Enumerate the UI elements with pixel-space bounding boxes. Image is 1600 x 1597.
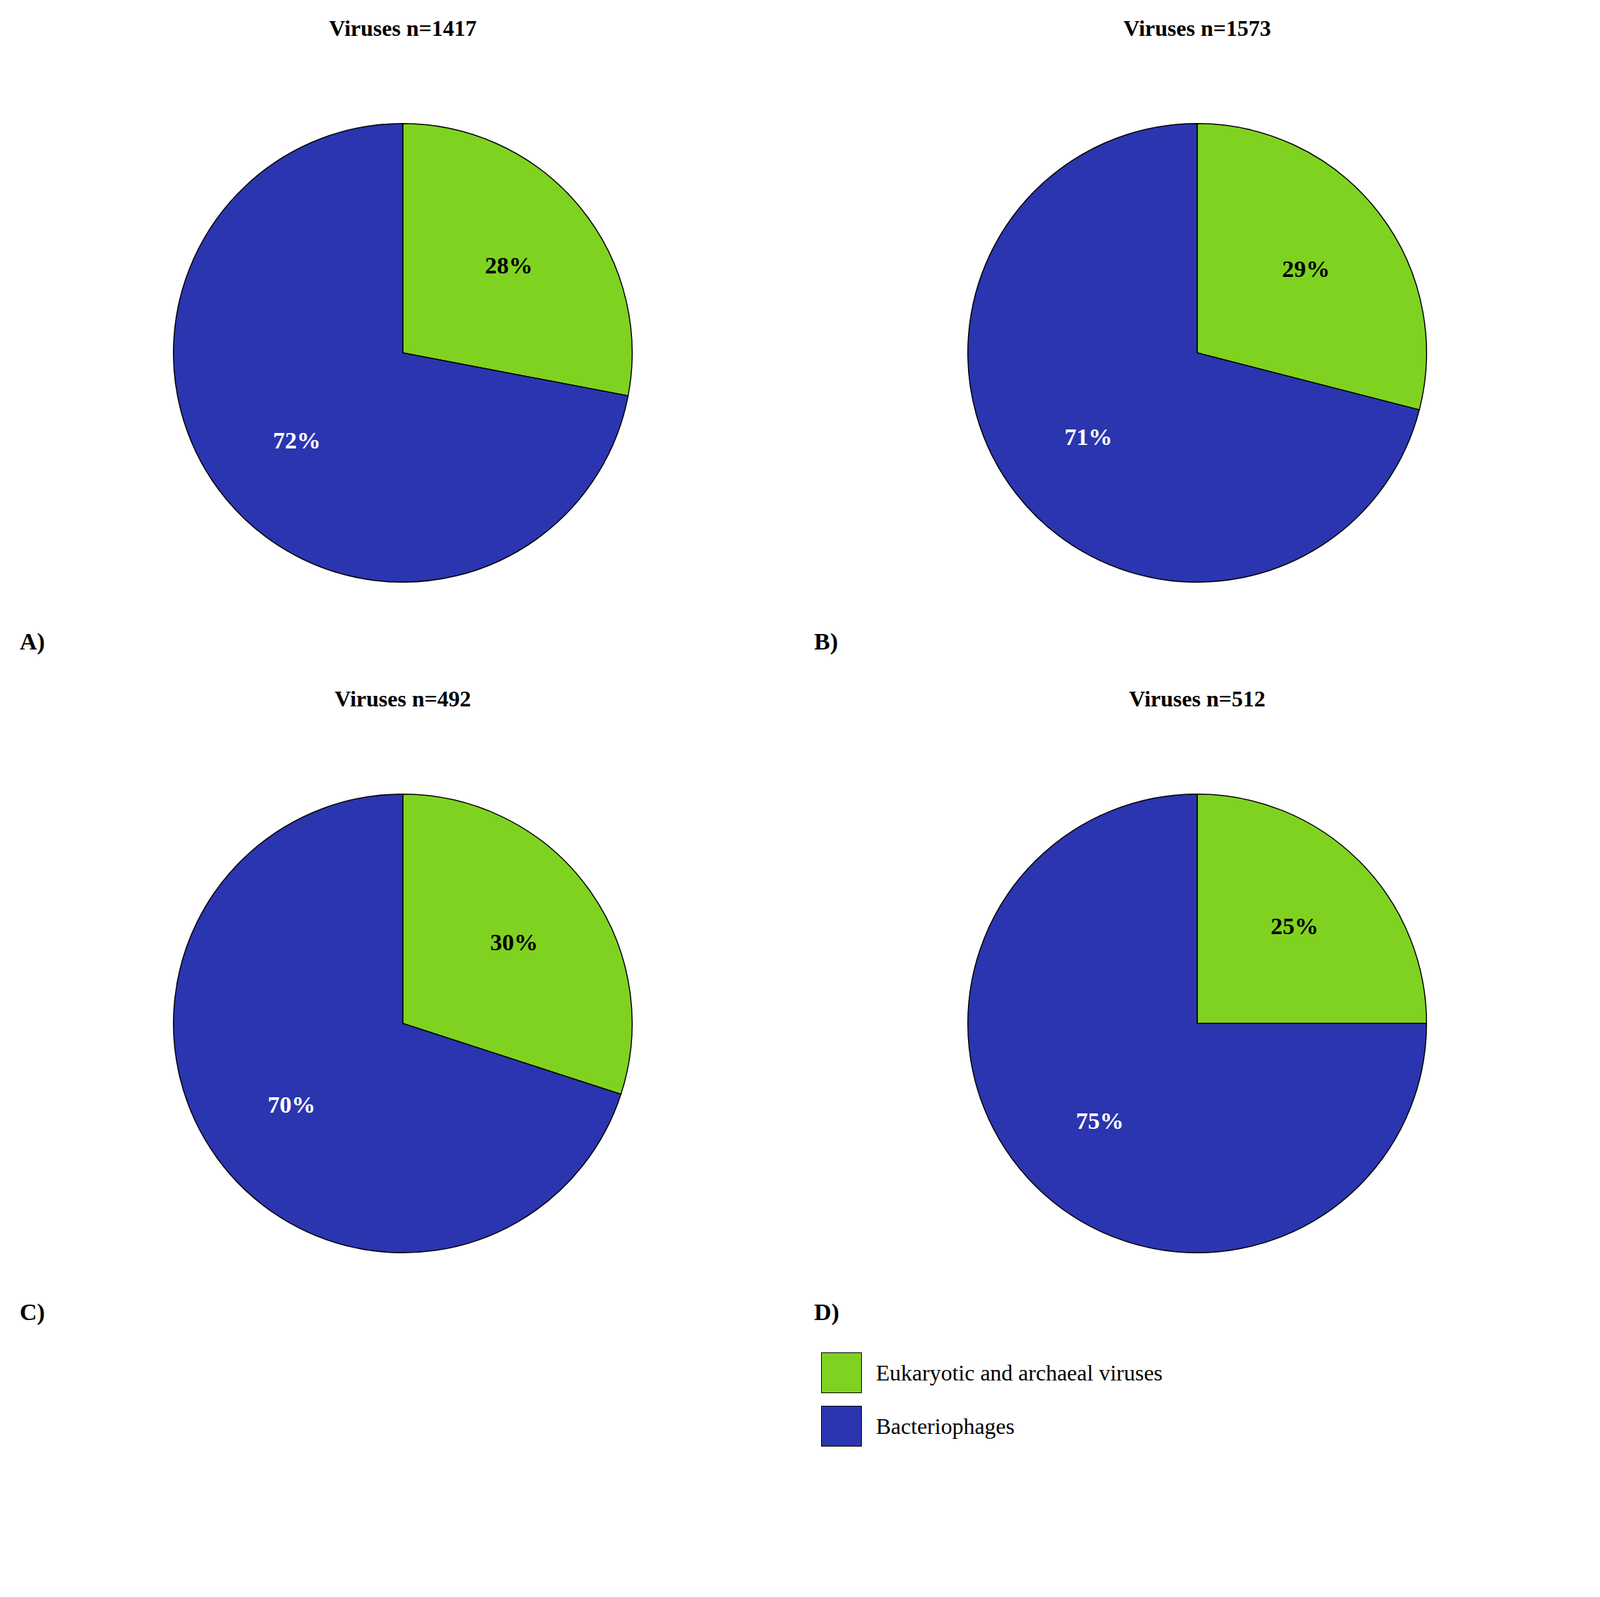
svg-text:72%: 72% bbox=[272, 427, 321, 454]
html-text:Viruses n=492: Viruses n=492 bbox=[334, 686, 472, 712]
svg-text:29%: 29% bbox=[1282, 255, 1331, 282]
html-text:D): D) bbox=[814, 1299, 840, 1326]
html-text:Viruses n=1417: Viruses n=1417 bbox=[328, 15, 477, 41]
svg-text:70%: 70% bbox=[267, 1091, 316, 1118]
html-text:Bacteriophages: Bacteriophages bbox=[875, 1413, 1015, 1439]
html-text:C): C) bbox=[19, 1299, 45, 1326]
html-text:Eukaryotic and archaeal viruse: Eukaryotic and archaeal viruses bbox=[875, 1359, 1163, 1386]
html-text:Viruses n=512: Viruses n=512 bbox=[1128, 686, 1266, 712]
html-text:A): A) bbox=[19, 628, 45, 655]
svg-text:71%: 71% bbox=[1064, 423, 1113, 450]
svg-text:30%: 30% bbox=[489, 929, 538, 956]
html-text:Viruses n=1573: Viruses n=1573 bbox=[1123, 15, 1272, 41]
svg-text:25%: 25% bbox=[1270, 913, 1319, 940]
svg-text:28%: 28% bbox=[485, 252, 533, 279]
html-text:B): B) bbox=[814, 628, 838, 655]
svg-text:75%: 75% bbox=[1076, 1107, 1125, 1134]
